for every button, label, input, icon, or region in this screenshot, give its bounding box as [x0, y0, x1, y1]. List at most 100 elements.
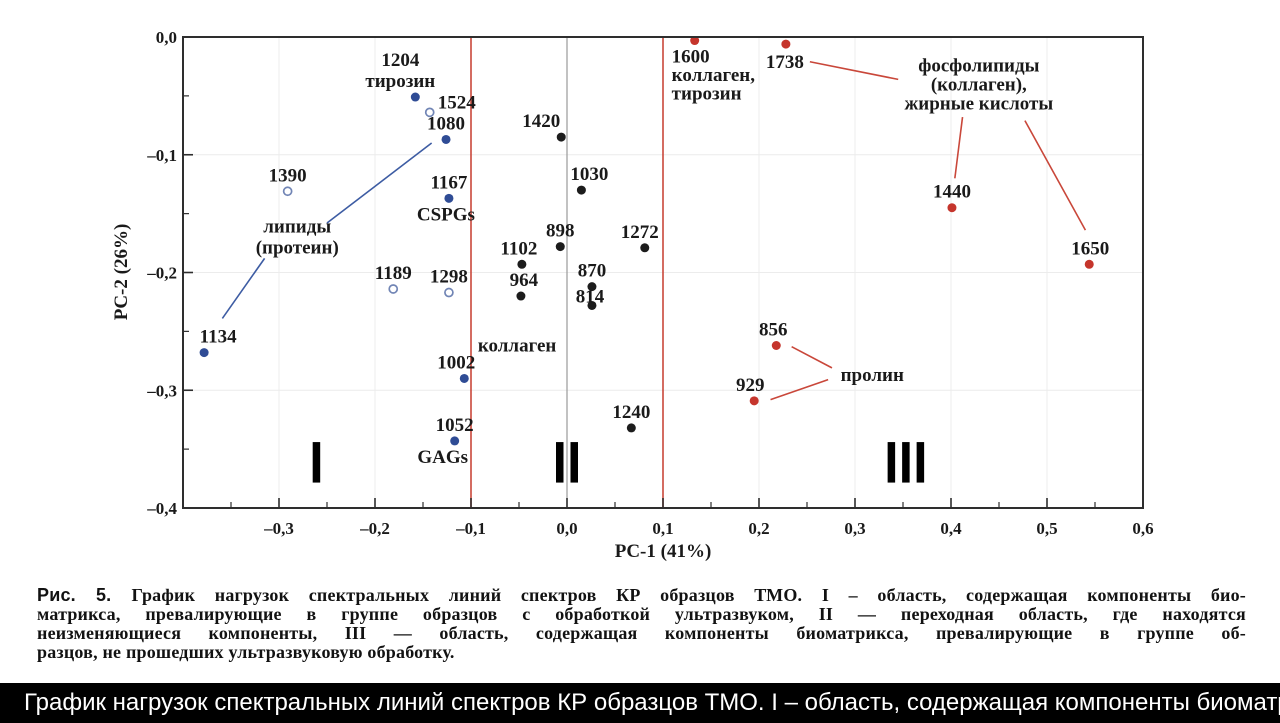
y-axis-title: PC-2 (26%) — [111, 224, 132, 321]
point-label-1204: тирозин — [365, 71, 435, 92]
point-label-1167: 1167 — [430, 172, 467, 193]
figure-caption: Рис. 5. График нагрузок спектральных лин… — [37, 586, 1246, 662]
y-tick-label: –0,2 — [146, 264, 177, 283]
x-tick-label: –0,3 — [263, 519, 294, 538]
point-label-1600: коллаген, — [672, 65, 756, 86]
point-1272 — [640, 243, 650, 253]
point-label-898: 898 — [546, 221, 575, 242]
caption-line: неизменяющиеся компоненты, III — область… — [37, 623, 1247, 643]
point-870 — [587, 282, 597, 292]
point-label-1080: 1080 — [427, 113, 465, 134]
point-1030 — [576, 185, 586, 195]
point-label-814: 814 — [576, 286, 605, 307]
point-1240 — [626, 423, 636, 433]
annotation-leader-line — [221, 257, 266, 319]
point-856 — [771, 341, 781, 351]
point-1650 — [1084, 259, 1094, 269]
point-label-1134: 1134 — [200, 327, 237, 348]
region-marker-III — [887, 442, 896, 483]
point-label-1030: 1030 — [570, 164, 608, 185]
point-1524 — [424, 107, 435, 118]
point-1390 — [282, 186, 293, 197]
caption-figure-number: Рис. 5. — [37, 585, 132, 605]
point-1600 — [690, 36, 700, 46]
point-sublabel-1167: CSPGs — [417, 204, 475, 225]
point-label-1738: 1738 — [766, 52, 804, 73]
point-1080 — [441, 134, 451, 144]
annotation-leader-line — [791, 345, 833, 369]
point-814 — [587, 300, 597, 310]
x-axis-title: PC-1 (41%) — [615, 541, 712, 562]
annotation-leader-line — [770, 378, 829, 401]
point-label-964: 964 — [510, 270, 539, 291]
point-label-1600: тирозин — [672, 84, 742, 105]
x-tick-label: 0,4 — [940, 519, 962, 538]
status-bar: График нагрузок спектральных линий спект… — [0, 683, 1280, 723]
point-label-1204: 1204 — [381, 50, 420, 71]
point-929 — [749, 396, 759, 406]
point-sublabel-1052: GAGs — [417, 447, 468, 468]
caption-line: матрикса, превалирующие в группе образцо… — [37, 604, 1246, 624]
region-marker-II — [556, 442, 564, 483]
region-marker-III — [916, 442, 925, 483]
point-1298 — [444, 287, 454, 298]
phospholipids-label: жирные кислоты — [905, 93, 1054, 114]
annotation-leader-line — [954, 116, 964, 179]
annotation-leader-line — [809, 60, 899, 81]
point-label-1390: 1390 — [269, 165, 307, 186]
point-1002 — [459, 373, 469, 383]
y-tick-label: –0,4 — [146, 499, 177, 518]
x-tick-label: 0,1 — [652, 519, 673, 538]
point-1134 — [199, 348, 209, 358]
point-label-929: 929 — [736, 375, 765, 396]
x-tick-label: –0,1 — [455, 519, 486, 538]
point-1102 — [517, 259, 527, 269]
x-tick-label: 0,5 — [1036, 519, 1057, 538]
x-tick-label: –0,2 — [359, 519, 390, 538]
phospholipids-label: фосфолипиды — [918, 55, 1039, 76]
point-label-1650: 1650 — [1071, 238, 1109, 259]
point-1052 — [450, 436, 460, 446]
annotation-leader-line — [1024, 120, 1087, 231]
caption-line: разцов, не прошедших ультразвуковую обра… — [37, 642, 455, 662]
region-marker-I — [312, 442, 321, 483]
x-tick-label: 0,0 — [556, 519, 577, 538]
point-1440 — [947, 203, 957, 213]
point-1204 — [410, 92, 420, 102]
collagen-label: коллаген — [478, 336, 557, 357]
point-1167 — [444, 193, 454, 203]
point-label-1440: 1440 — [933, 182, 971, 203]
status-bar-text: График нагрузок спектральных линий спект… — [24, 689, 1280, 716]
point-label-1524: 1524 — [438, 92, 477, 113]
point-898 — [555, 242, 565, 252]
caption-line: Рис. 5. График нагрузок спектральных лин… — [37, 585, 1246, 605]
phospholipids-label: (коллаген), — [931, 74, 1027, 95]
y-tick-label: –0,3 — [146, 381, 177, 400]
point-label-1002: 1002 — [437, 352, 475, 373]
y-tick-label: 0,0 — [156, 28, 177, 47]
point-label-1600: 1600 — [672, 47, 710, 68]
lipids-label: (протеин) — [256, 238, 339, 259]
x-tick-label: 0,3 — [844, 519, 865, 538]
point-1420 — [556, 132, 566, 142]
point-1738 — [781, 39, 791, 49]
annotation-leader-line — [326, 142, 433, 224]
x-tick-label: 0,6 — [1132, 519, 1153, 538]
y-tick-label: –0,1 — [146, 146, 177, 165]
region-marker-III — [902, 442, 910, 483]
point-1189 — [388, 284, 399, 294]
lipids-label: липиды — [263, 217, 331, 238]
point-label-1052: 1052 — [436, 415, 474, 436]
point-label-1420: 1420 — [522, 111, 560, 132]
point-label-1102: 1102 — [500, 238, 537, 259]
point-964 — [516, 291, 526, 301]
pca-loadings-scatter-plot: липиды(протеин) фосфолипиды(коллаген),жир… — [111, 28, 1154, 562]
point-label-856: 856 — [759, 320, 788, 341]
x-tick-label: 0,2 — [748, 519, 769, 538]
point-label-1298: 1298 — [430, 267, 468, 288]
point-label-1240: 1240 — [612, 402, 650, 423]
point-label-1272: 1272 — [621, 222, 659, 243]
region-marker-II — [570, 442, 578, 483]
proline-label: пролин — [841, 365, 904, 386]
